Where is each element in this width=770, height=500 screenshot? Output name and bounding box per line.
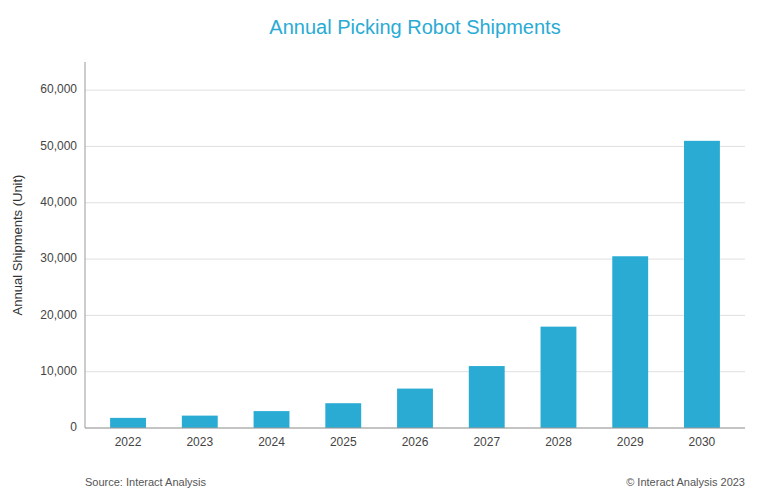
- grid-line: [85, 202, 745, 203]
- x-tick-label: 2025: [330, 435, 357, 449]
- x-tick-label: 2028: [545, 435, 572, 449]
- x-tick-label: 2024: [258, 435, 285, 449]
- x-axis-line: [85, 428, 745, 429]
- footer-note: Source: Interact Analysis: [85, 476, 207, 488]
- bar: [397, 389, 433, 428]
- page: {"chart_data": {"type": "bar", "title": …: [0, 0, 770, 500]
- bar: [254, 411, 290, 428]
- x-tick-label: 2029: [617, 435, 644, 449]
- x-tick-label: 2023: [186, 435, 213, 449]
- bar: [684, 141, 720, 428]
- bar: [325, 403, 361, 428]
- x-tick-label: 2026: [402, 435, 429, 449]
- y-tick-label: 20,000: [40, 308, 77, 322]
- chart: 0 10,000 20,000 30,000 40,000 50,000 60,000 202…: [0, 0, 770, 500]
- grid-line: [85, 146, 745, 147]
- title: Annual Picking Robot Shipments: [269, 16, 560, 38]
- bar: [469, 366, 505, 428]
- bar: [182, 416, 218, 428]
- grid-line: [85, 428, 745, 429]
- x-tick-label: 2022: [115, 435, 142, 449]
- x-tick-label: 2027: [473, 435, 500, 449]
- y-tick-label: 60,000: [40, 82, 77, 96]
- y-axis-line: [85, 62, 86, 428]
- bar: [110, 418, 146, 428]
- bars: [110, 141, 720, 428]
- footer-note: © Interact Analysis 2023: [626, 476, 745, 488]
- y-tick-label: 40,000: [40, 195, 77, 209]
- x-tick-label: 2030: [689, 435, 716, 449]
- y-tick-label: 10,000: [40, 364, 77, 378]
- y-tick-label: 30,000: [40, 251, 77, 265]
- y-tick-label: 50,000: [40, 139, 77, 153]
- bar: [541, 327, 577, 428]
- y-tick-label: 0: [70, 420, 77, 434]
- y-axis-label: Annual Shipments (Unit): [10, 175, 25, 316]
- grid-line: [85, 90, 745, 91]
- bar: [612, 256, 648, 428]
